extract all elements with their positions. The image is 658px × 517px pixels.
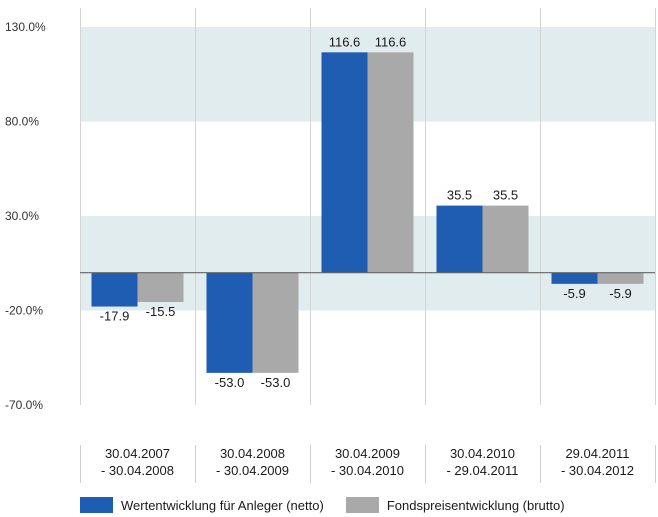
bar-brutto	[482, 205, 529, 273]
x-category-label: 30.04.2008 - 30.04.2009	[195, 445, 310, 479]
bar-value-label: 35.5	[493, 188, 518, 203]
bar-value-label: 116.6	[375, 34, 407, 49]
y-tick-label: -20.0%	[5, 304, 43, 318]
x-category-label-line: 30.04.2007	[104, 446, 171, 461]
bar-value-label: -17.9	[100, 309, 130, 324]
bar-brutto	[137, 272, 184, 302]
bar-value-label: -15.5	[146, 304, 176, 319]
bar-netto	[551, 272, 598, 284]
bar-value-label: 116.6	[329, 34, 361, 49]
bar-netto	[206, 272, 253, 373]
legend-swatch-netto	[80, 497, 113, 513]
category-separator	[80, 445, 81, 483]
legend-item-netto: Wertentwicklung für Anleger (netto)	[80, 497, 324, 513]
x-category-label-line: 30.04.2009	[334, 446, 401, 461]
category-separator	[195, 445, 196, 483]
bar-netto	[436, 205, 483, 273]
bar-value-label: -5.9	[563, 286, 585, 301]
x-category-label-line: 30.04.2010	[449, 446, 516, 461]
legend-swatch-brutto	[345, 497, 379, 513]
category-separator	[425, 445, 426, 483]
category-separator	[655, 445, 656, 483]
bar-value-label: -5.9	[609, 286, 631, 301]
x-category-label-line: - 29.04.2011	[446, 463, 519, 478]
x-category-label: 29.04.2011 - 30.04.2012	[540, 445, 655, 479]
x-category-label-line: - 30.04.2012	[560, 463, 634, 478]
x-category-label-line: - 30.04.2010	[330, 463, 404, 478]
bar-value-label: -53.0	[261, 375, 291, 390]
y-tick-label: 80.0%	[5, 115, 39, 129]
bar-value-label: -53.0	[215, 375, 245, 390]
bar-brutto	[367, 52, 414, 273]
x-category-label: 30.04.2007 - 30.04.2008	[80, 445, 195, 479]
bar-netto	[91, 272, 138, 307]
x-category-label-line: - 30.04.2008	[100, 463, 174, 478]
x-category-label-line: 30.04.2008	[219, 446, 286, 461]
legend-item-brutto: Fondspreisentwicklung (brutto)	[345, 497, 565, 513]
x-category-label: 30.04.2010 - 29.04.2011	[425, 445, 540, 479]
x-category-label-line: 29.04.2011	[565, 446, 630, 461]
bar-brutto	[252, 272, 299, 373]
category-separator	[540, 445, 541, 483]
legend: Wertentwicklung für Anleger (netto) Fond…	[80, 497, 587, 513]
legend-label-brutto: Fondspreisentwicklung (brutto)	[386, 497, 565, 513]
y-tick-label: -70.0%	[5, 398, 43, 412]
y-axis-ticks: 130.0% 80.0% 30.0% -20.0% -70.0%	[5, 20, 46, 412]
bar-value-label: 35.5	[447, 188, 472, 203]
y-tick-label: 30.0%	[5, 209, 39, 223]
legend-label-netto: Wertentwicklung für Anleger (netto)	[121, 497, 324, 513]
bar-netto	[321, 52, 368, 273]
x-category-label-line: - 30.04.2009	[215, 463, 289, 478]
x-category-label: 30.04.2009 - 30.04.2010	[310, 445, 425, 479]
bars	[91, 52, 644, 373]
y-tick-label: 130.0%	[5, 20, 46, 34]
vertical-gridlines	[80, 8, 656, 405]
category-separator	[310, 445, 311, 483]
bar-value-labels: -17.9 -15.5 -53.0 -53.0 116.6 116.6 35.5 35.5 -5…	[100, 34, 632, 390]
bar-brutto	[597, 272, 644, 284]
